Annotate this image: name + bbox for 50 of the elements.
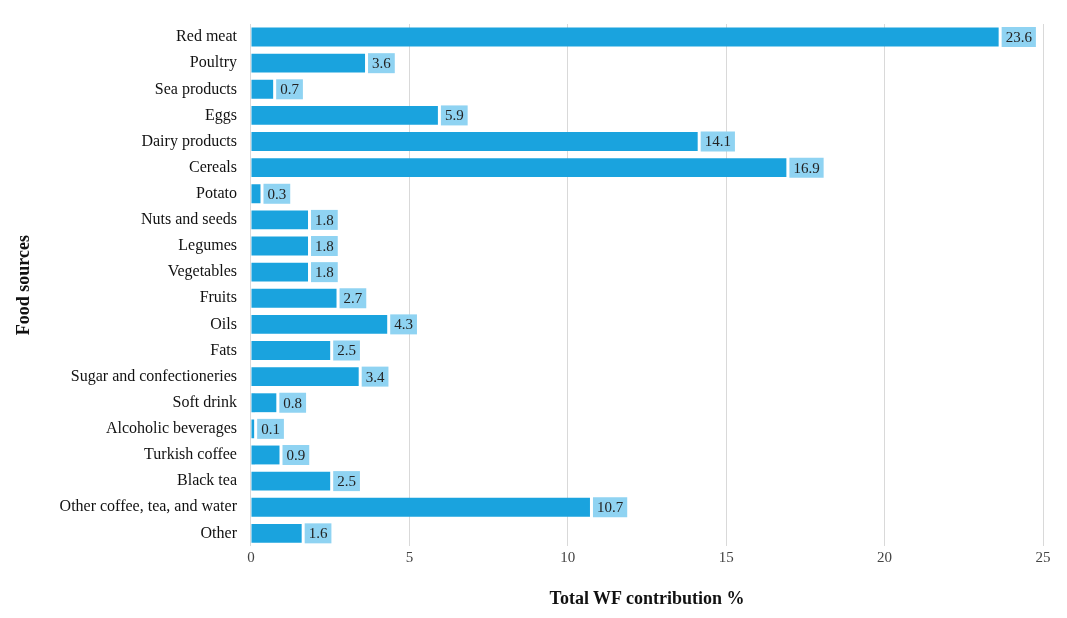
y-tick-label: Turkish coffee xyxy=(144,445,237,463)
data-label: 1.6 xyxy=(308,525,328,542)
y-tick-label: Oils xyxy=(210,314,237,332)
data-label: 1.8 xyxy=(315,264,334,281)
data-label: 0.1 xyxy=(261,420,280,437)
data-label: 16.9 xyxy=(793,159,820,176)
y-tick-label: Potato xyxy=(196,183,237,201)
data-label: 1.8 xyxy=(315,211,334,228)
data-label: 2.5 xyxy=(337,342,356,359)
y-tick-label: Poultry xyxy=(189,53,237,72)
y-tick-label: Alcoholic beverages xyxy=(105,419,237,438)
x-tick-label: 10 xyxy=(560,549,576,566)
data-label: 23.6 xyxy=(1005,29,1033,45)
bar xyxy=(251,497,590,517)
x-tick-label: 0 xyxy=(247,549,255,566)
bar xyxy=(251,419,255,439)
data-label: 3.6 xyxy=(372,55,392,72)
y-tick-label: Sea products xyxy=(154,79,237,98)
data-label: 0.3 xyxy=(267,185,287,202)
data-label: 4.3 xyxy=(394,316,413,333)
data-label: 10.7 xyxy=(596,499,624,516)
y-tick-label: Legumes xyxy=(178,236,237,255)
data-label: 1.8 xyxy=(315,237,334,254)
x-tick-label: 15 xyxy=(718,549,734,566)
y-tick-label: Soft drink xyxy=(172,392,237,410)
y-tick-label: Other coffee, tea, and water xyxy=(59,497,238,515)
y-tick-label: Black tea xyxy=(177,471,237,489)
y-tick-label: Dairy products xyxy=(141,131,237,150)
data-label: 5.9 xyxy=(444,107,464,124)
y-tick-label: Eggs xyxy=(204,105,237,124)
x-tick-label: 5 xyxy=(405,549,414,566)
x-tick-label: 20 xyxy=(877,549,893,566)
y-tick-label: Vegetables xyxy=(167,262,237,281)
y-tick-label: Red meat xyxy=(176,27,238,45)
y-tick-label: Fruits xyxy=(199,288,237,306)
data-label: 2.5 xyxy=(337,473,356,490)
y-tick-label: Cereals xyxy=(189,157,237,175)
data-label: 0.9 xyxy=(286,446,306,463)
data-label: 0.8 xyxy=(283,394,303,411)
data-label: 14.1 xyxy=(704,133,731,150)
data-label: 0.7 xyxy=(280,81,300,98)
y-axis-title: Food sources xyxy=(13,235,34,336)
y-tick-label: Fats xyxy=(210,340,237,358)
y-tick-label: Other xyxy=(200,523,238,541)
data-label: 2.7 xyxy=(343,290,363,307)
y-tick-label: Sugar and confectioneries xyxy=(70,366,237,385)
x-axis-title: Total WF contribution % xyxy=(549,587,745,608)
data-label: 3.4 xyxy=(365,368,385,385)
y-tick-label: Nuts and seeds xyxy=(141,210,237,228)
x-tick-label: 25 xyxy=(1035,549,1051,566)
